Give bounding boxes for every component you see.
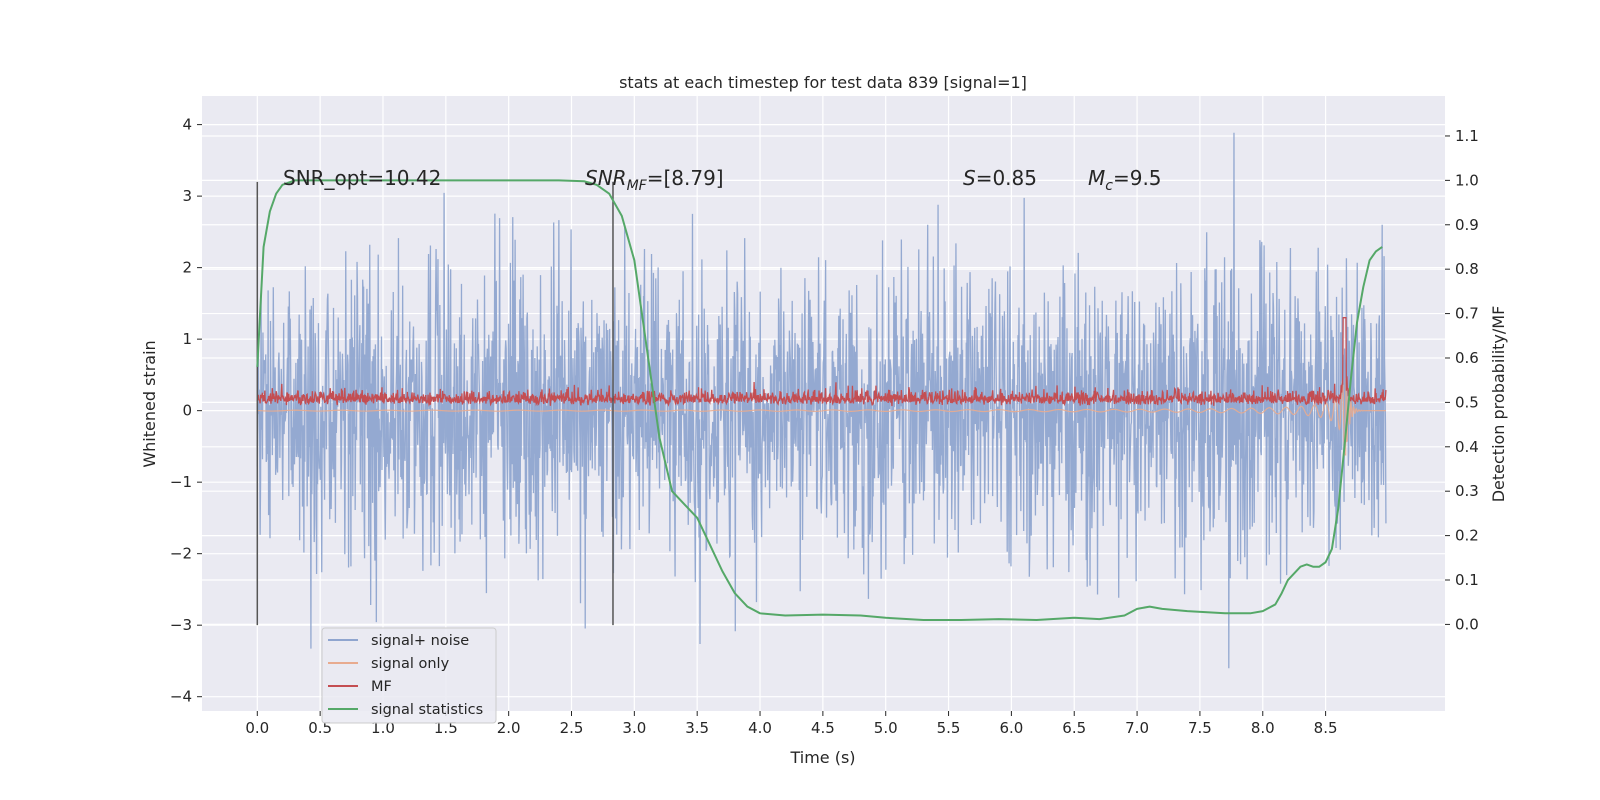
series-signal-only-line	[257, 377, 1386, 456]
y-tick-label-left: 1	[182, 330, 192, 348]
x-tick-label: 3.5	[685, 719, 709, 737]
x-tick-label: 2.0	[497, 719, 521, 737]
annotation-snr-opt: SNR_opt=10.42	[283, 166, 441, 190]
annotation-mc-sub: c	[1105, 178, 1113, 194]
y-tick-label-right: 0.6	[1455, 349, 1479, 367]
y-tick-label-left: 4	[182, 116, 192, 134]
y-tick-label-right: 0.0	[1455, 615, 1479, 633]
legend-box	[321, 627, 497, 724]
annotation-snr-mf-base: SNR	[585, 166, 627, 190]
y-axis-label-right: Detection probability/MF	[1489, 306, 1508, 503]
annotation-mc: Mc=9.5	[1088, 166, 1162, 194]
legend-label-signal-noise: signal+ noise	[371, 633, 469, 649]
y-tick-label-left: −4	[170, 688, 192, 706]
x-tick-label: 8.0	[1251, 719, 1275, 737]
legend-label-signal-statistics: signal statistics	[371, 702, 483, 718]
x-tick-label: 0.0	[245, 719, 269, 737]
annotation-mc-base: M	[1088, 166, 1105, 190]
x-tick-label: 7.0	[1125, 719, 1149, 737]
series-signal-noise	[256, 132, 1387, 669]
annotation-s: S=0.85	[963, 166, 1037, 190]
annotation-s-base: S	[963, 166, 976, 190]
x-tick-label: 6.5	[1062, 719, 1086, 737]
y-tick-label-right: 0.9	[1455, 216, 1479, 234]
y-tick-label-left: 3	[182, 187, 192, 205]
annotation-mc-value: =9.5	[1113, 166, 1162, 190]
y-tick-label-right: 0.4	[1455, 438, 1479, 456]
series-signal-statistics-line	[256, 179, 1383, 621]
y-tick-label-right: 0.1	[1455, 571, 1479, 589]
x-tick-label: 7.5	[1188, 719, 1212, 737]
series-signal-statistics	[256, 179, 1383, 621]
y-axis-label-left: Whitened strain	[140, 340, 159, 467]
series-mf-line	[256, 317, 1387, 407]
vertical-markers	[256, 181, 614, 626]
x-tick-label: 4.0	[748, 719, 772, 737]
y-tick-label-right: 0.8	[1455, 260, 1479, 278]
y-tick-label-right: 1.0	[1455, 171, 1479, 189]
y-tick-label-right: 1.1	[1455, 127, 1479, 145]
ticks: 0.0 0.5 1.0 1.5 2.0 2.5 3.0 3.5 4.0 4.5 5.0 5.5 6.0 6…	[170, 116, 1479, 737]
annotation-snr-mf: SNRMF=[8.79]	[585, 166, 724, 194]
chart-title: stats at each timestep for test data 839…	[619, 73, 1027, 92]
y-tick-label-right: 0.2	[1455, 527, 1479, 545]
legend-label-signal-only: signal only	[371, 656, 450, 672]
annotation-snr-mf-sub: MF	[627, 178, 648, 194]
y-tick-label-right: 0.5	[1455, 393, 1479, 411]
y-tick-label-left: −2	[170, 545, 192, 563]
x-tick-label: 5.0	[874, 719, 898, 737]
annotation-s-value: =0.85	[976, 166, 1037, 190]
x-tick-label: 4.5	[811, 719, 835, 737]
y-tick-label-left: 0	[182, 402, 192, 420]
y-tick-label-right: 0.7	[1455, 305, 1479, 323]
y-tick-label-left: −1	[170, 473, 192, 491]
x-tick-label: 3.0	[622, 719, 646, 737]
annotation-snr-mf-value: =[8.79]	[647, 166, 724, 190]
x-axis-label: Time (s)	[789, 748, 855, 767]
y-tick-label-right: 0.3	[1455, 482, 1479, 500]
x-tick-label: 2.5	[560, 719, 584, 737]
legend: signal+ noise signal only MF signal stat…	[321, 627, 497, 724]
series-mf	[256, 317, 1387, 407]
x-tick-label: 6.0	[999, 719, 1023, 737]
x-tick-label: 8.5	[1314, 719, 1338, 737]
y-tick-label-left: 2	[182, 259, 192, 277]
series-signal-noise-line	[256, 132, 1387, 669]
series-signal-only	[257, 377, 1386, 456]
x-tick-label: 5.5	[937, 719, 961, 737]
y-tick-label-left: −3	[170, 616, 192, 634]
legend-label-mf: MF	[371, 679, 392, 695]
